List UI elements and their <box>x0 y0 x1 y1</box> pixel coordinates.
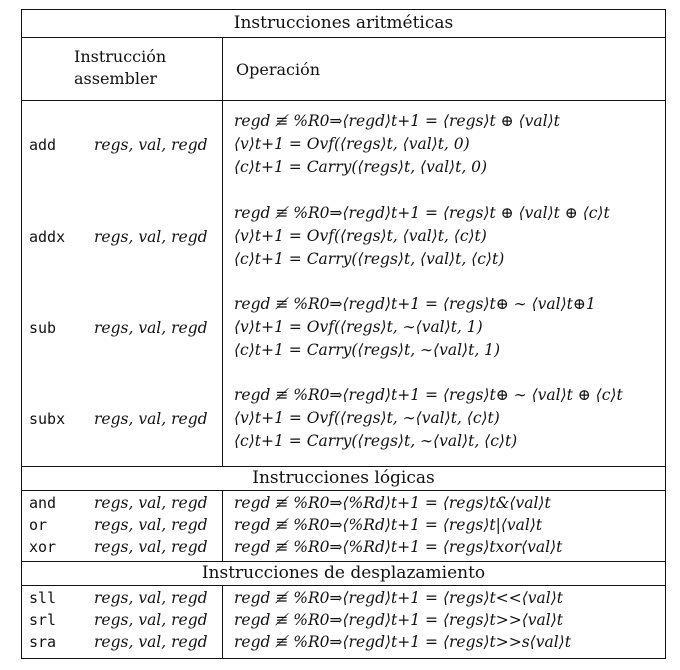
operation-line: regd ≢ %R0⇒⟨regd⟩t+1 = ⟨regs⟩t ⊕ ⟨val⟩t … <box>234 204 610 222</box>
instruction-operands: regs, val, regd <box>94 136 208 154</box>
operation-line: regd ≢ %R0⇒⟨regd⟩t+1 = ⟨regs⟩t>>s⟨val⟩t <box>234 633 571 651</box>
instruction-operands: regs, val, regd <box>94 494 208 512</box>
instruction-operands: regs, val, regd <box>94 611 208 629</box>
instruction-mnemonic: sll <box>29 589 57 607</box>
section-title-logic: Instrucciones lógicas <box>252 468 435 488</box>
operation-line: regd ≢ %R0⇒⟨regd⟩t+1 = ⟨regs⟩t ⊕ ⟨val⟩t <box>234 112 560 130</box>
operation-line: ⟨v⟩t+1 = Ovf(⟨regs⟩t, ∼⟨val⟩t, ⟨c⟩t) <box>234 409 500 427</box>
column-divider <box>222 490 223 561</box>
divider <box>22 490 665 491</box>
operation-line: ⟨v⟩t+1 = Ovf(⟨regs⟩t, ⟨val⟩t, 0) <box>234 135 470 153</box>
divider <box>22 37 665 38</box>
divider <box>22 585 665 586</box>
instruction-mnemonic: sra <box>29 633 57 651</box>
instruction-mnemonic: subx <box>29 410 66 428</box>
instruction-mnemonic: or <box>29 516 48 534</box>
instruction-operands: regs, val, regd <box>94 633 208 651</box>
operation-line: ⟨v⟩t+1 = Ovf(⟨regs⟩t, ⟨val⟩t, ⟨c⟩t) <box>234 227 487 245</box>
instruction-operands: regs, val, regd <box>94 589 208 607</box>
instruction-operands: regs, val, regd <box>94 319 208 337</box>
operation-line: regd ≢ %R0⇒⟨regd⟩t+1 = ⟨regs⟩t⊕ ∼ ⟨val⟩t… <box>234 386 623 404</box>
operation-line: regd ≢ %R0⇒⟨regd⟩t+1 = ⟨regs⟩t<<⟨val⟩t <box>234 589 563 607</box>
instruction-mnemonic: srl <box>29 611 57 629</box>
operation-line: regd ≢ %R0⇒⟨%Rd⟩t+1 = ⟨regs⟩t|⟨val⟩t <box>234 516 543 534</box>
instruction-mnemonic: and <box>29 494 57 512</box>
operation-line: ⟨c⟩t+1 = Carry(⟨regs⟩t, ⟨val⟩t, ⟨c⟩t) <box>234 250 505 268</box>
instruction-table: Instrucciones aritméticas Instrucción as… <box>21 9 666 659</box>
operation-line: regd ≢ %R0⇒⟨%Rd⟩t+1 = ⟨regs⟩txor⟨val⟩t <box>234 538 563 556</box>
divider <box>22 466 665 467</box>
section-title-arith: Instrucciones aritméticas <box>233 13 454 33</box>
instruction-mnemonic: sub <box>29 319 57 337</box>
instruction-mnemonic: add <box>29 136 57 154</box>
divider <box>22 100 665 101</box>
divider <box>22 561 665 562</box>
operation-line: ⟨c⟩t+1 = Carry(⟨regs⟩t, ∼⟨val⟩t, 1) <box>234 341 501 359</box>
operation-line: ⟨c⟩t+1 = Carry(⟨regs⟩t, ⟨val⟩t, 0) <box>234 158 488 176</box>
header-instruction-line1: Instrucción <box>74 47 167 66</box>
instruction-operands: regs, val, regd <box>94 538 208 556</box>
operation-line: ⟨c⟩t+1 = Carry(⟨regs⟩t, ∼⟨val⟩t, ⟨c⟩t) <box>234 432 518 450</box>
header-operation: Operación <box>236 60 321 79</box>
operation-line: regd ≢ %R0⇒⟨regd⟩t+1 = ⟨regs⟩t⊕ ∼ ⟨val⟩t… <box>234 295 596 313</box>
operation-line: regd ≢ %R0⇒⟨regd⟩t+1 = ⟨regs⟩t>>⟨val⟩t <box>234 611 563 629</box>
instruction-mnemonic: xor <box>29 538 57 556</box>
instruction-mnemonic: addx <box>29 228 66 246</box>
operation-line: regd ≢ %R0⇒⟨%Rd⟩t+1 = ⟨regs⟩t&⟨val⟩t <box>234 494 551 512</box>
column-divider <box>222 585 223 658</box>
instruction-operands: regs, val, regd <box>94 516 208 534</box>
instruction-operands: regs, val, regd <box>94 410 208 428</box>
column-divider <box>222 37 223 466</box>
operation-line: ⟨v⟩t+1 = Ovf(⟨regs⟩t, ∼⟨val⟩t, 1) <box>234 318 483 336</box>
section-title-shift: Instrucciones de desplazamiento <box>201 563 486 583</box>
instruction-operands: regs, val, regd <box>94 228 208 246</box>
header-instruction-line2: assembler <box>74 69 158 88</box>
